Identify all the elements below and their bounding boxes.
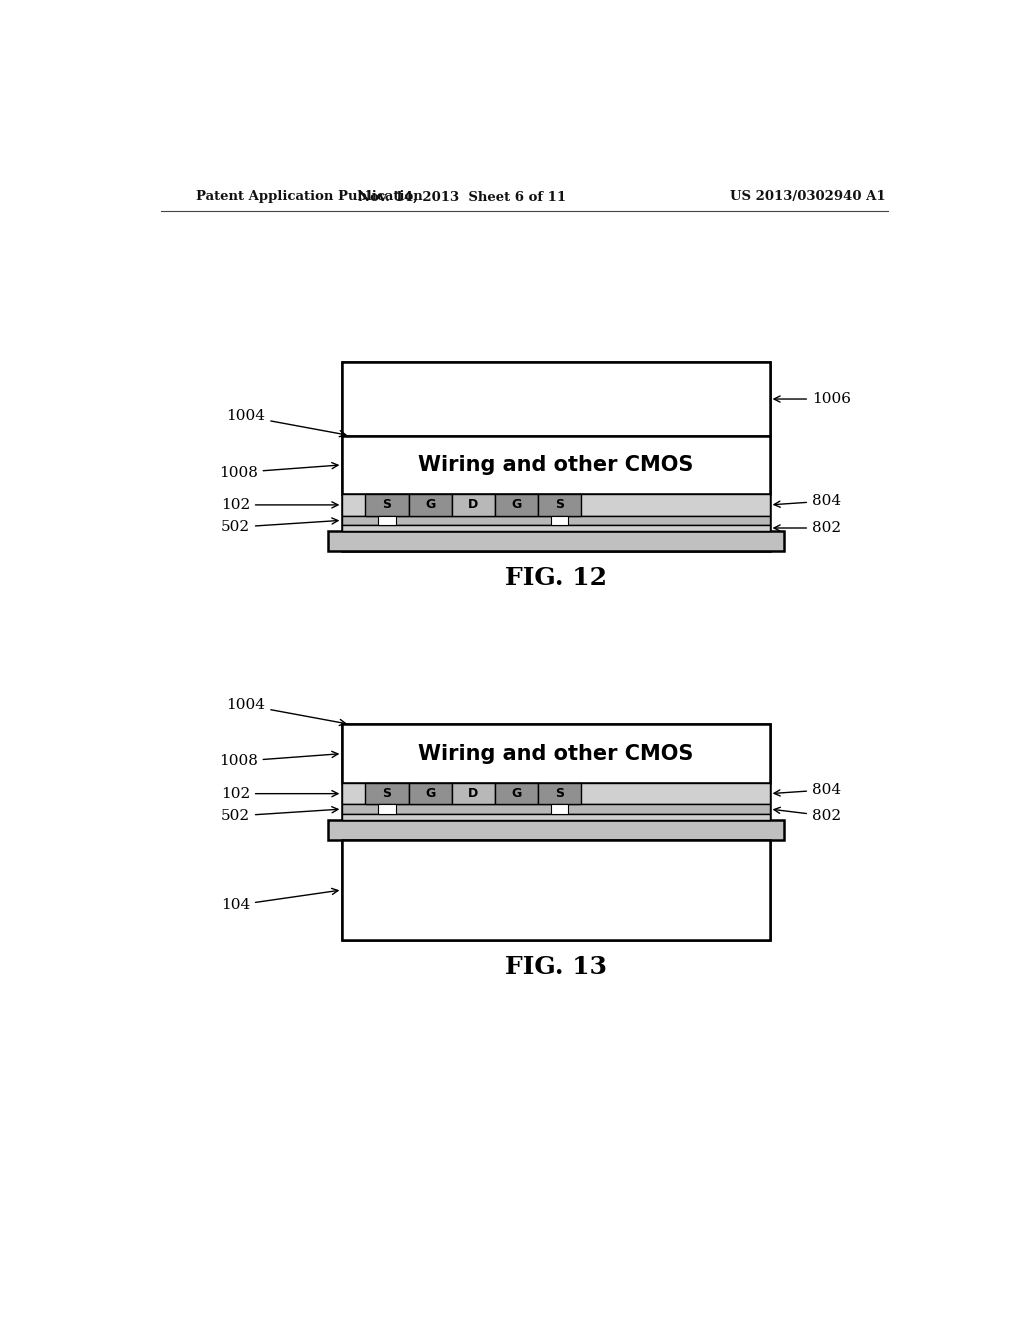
Text: 1008: 1008 <box>219 462 338 479</box>
Text: Nov. 14, 2013  Sheet 6 of 11: Nov. 14, 2013 Sheet 6 of 11 <box>357 190 565 203</box>
Bar <box>329 531 783 552</box>
Text: Patent Application Publication: Patent Application Publication <box>196 190 423 203</box>
Text: G: G <box>425 499 435 511</box>
Text: G: G <box>511 499 521 511</box>
Bar <box>378 516 395 525</box>
Text: Wiring and other CMOS: Wiring and other CMOS <box>418 743 693 763</box>
Bar <box>452 494 495 516</box>
Text: 104: 104 <box>220 888 338 912</box>
Bar <box>342 725 770 940</box>
Text: FIG. 12: FIG. 12 <box>505 566 607 590</box>
Bar <box>342 436 770 494</box>
Text: 804: 804 <box>774 783 841 797</box>
Text: 1004: 1004 <box>226 409 346 437</box>
Bar <box>551 804 568 813</box>
Text: S: S <box>555 787 564 800</box>
Bar <box>378 804 395 813</box>
Text: 1008: 1008 <box>219 751 338 768</box>
Text: FIG. 13: FIG. 13 <box>505 954 607 979</box>
Bar <box>342 725 770 783</box>
Text: S: S <box>555 499 564 511</box>
Text: 502: 502 <box>221 807 338 822</box>
Text: D: D <box>468 499 478 511</box>
Text: D: D <box>468 787 478 800</box>
Text: 802: 802 <box>774 521 841 535</box>
Text: 802: 802 <box>774 808 841 822</box>
Text: G: G <box>511 787 521 800</box>
Bar <box>495 494 538 516</box>
Bar <box>342 363 770 552</box>
Text: 502: 502 <box>221 517 338 535</box>
Bar <box>342 840 770 940</box>
Bar <box>342 494 770 516</box>
Text: 102: 102 <box>220 498 338 512</box>
Bar <box>342 783 770 804</box>
Bar <box>409 494 452 516</box>
Text: S: S <box>383 499 391 511</box>
Bar <box>495 783 538 804</box>
Bar <box>551 516 568 525</box>
Bar <box>409 783 452 804</box>
Bar <box>342 363 770 436</box>
Text: 102: 102 <box>220 787 338 801</box>
Text: 1004: 1004 <box>226 698 346 726</box>
Text: S: S <box>383 787 391 800</box>
Text: 1006: 1006 <box>774 392 851 407</box>
Bar <box>538 494 581 516</box>
Text: US 2013/0302940 A1: US 2013/0302940 A1 <box>730 190 886 203</box>
Bar <box>342 813 770 820</box>
Text: G: G <box>425 787 435 800</box>
Text: Wiring and other CMOS: Wiring and other CMOS <box>418 455 693 475</box>
Bar <box>366 783 409 804</box>
Text: 804: 804 <box>774 494 841 508</box>
Bar <box>538 783 581 804</box>
Bar <box>342 804 770 813</box>
Bar <box>452 783 495 804</box>
Bar <box>366 494 409 516</box>
Bar <box>342 525 770 531</box>
Bar <box>329 820 783 840</box>
Bar <box>342 516 770 525</box>
